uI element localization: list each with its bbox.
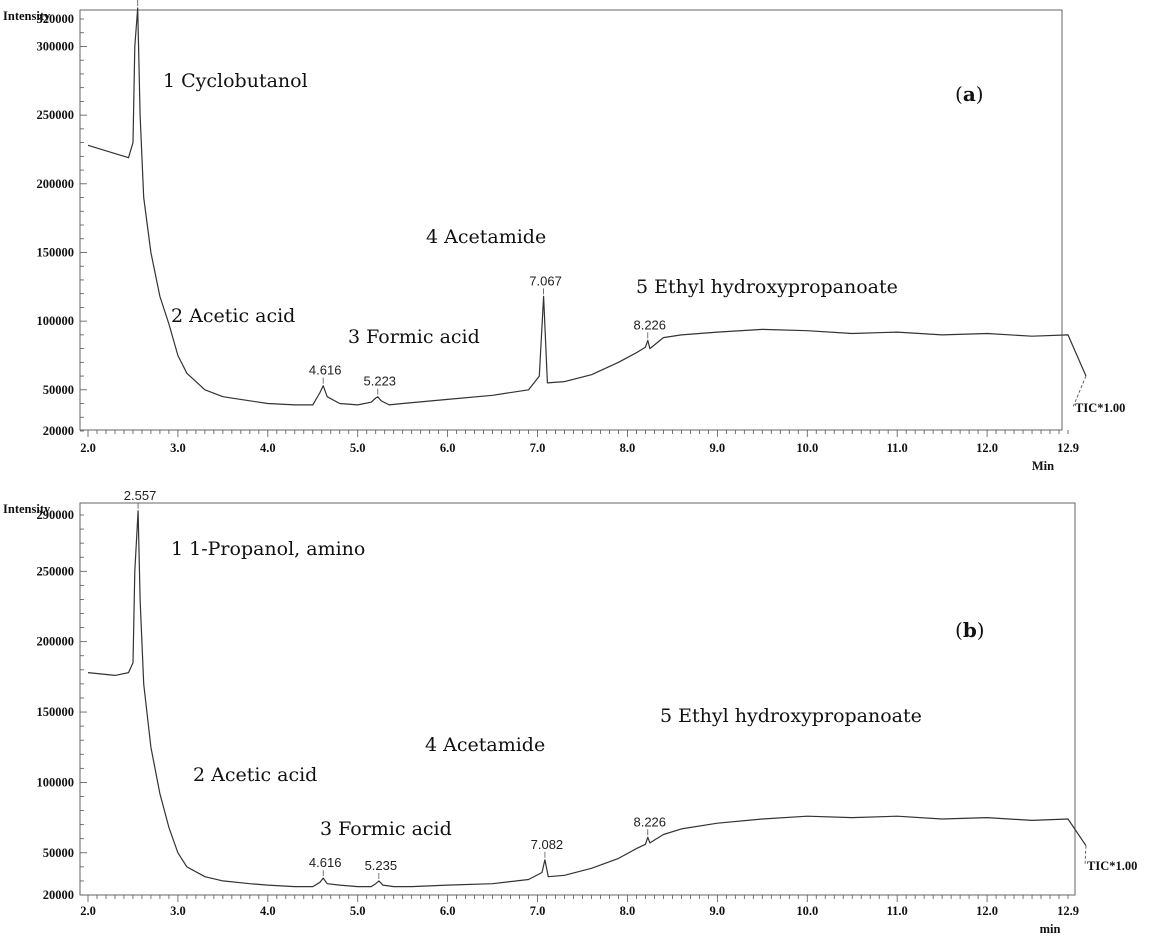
plot-frame — [79, 502, 1076, 896]
x-tick-label: 11.0 — [887, 441, 908, 455]
x-tick-label: 9.0 — [710, 441, 726, 455]
x-tick-label: 9.0 — [710, 904, 726, 918]
x-tick-label: 7.0 — [530, 441, 546, 455]
x-tick-label: 10.0 — [796, 441, 818, 455]
x-tick-label: 10.0 — [796, 904, 818, 918]
compound-annotation: 5 Ethyl hydroxypropanoate — [660, 705, 922, 727]
x-tick-label: 12.0 — [976, 441, 998, 455]
trace-leader-line — [1084, 845, 1087, 866]
compound-annotation: 2 Acetic acid — [171, 305, 295, 327]
x-tick-label: 5.0 — [350, 441, 366, 455]
compound-annotation: 3 Formic acid — [320, 818, 452, 840]
plot-frame — [79, 9, 1063, 431]
x-tick-label: 4.0 — [260, 904, 276, 918]
x-tick-label: 6.0 — [440, 904, 456, 918]
y-tick-label: 250000 — [37, 108, 75, 122]
y-tick-label: 320000 — [37, 12, 75, 26]
y-tick-label: 150000 — [37, 705, 75, 719]
trace-leader-line — [1072, 375, 1087, 408]
compound-annotation: 3 Formic acid — [348, 326, 480, 348]
trace-label: TIC*1.00 — [1087, 859, 1137, 873]
x-tick-label: 7.0 — [530, 904, 546, 918]
y-tick-label: 50000 — [43, 846, 74, 860]
peak-label: 2.557 — [124, 488, 157, 503]
chromatogram-line — [87, 7, 1087, 406]
x-tick-label: 3.0 — [170, 441, 186, 455]
compound-annotation: 1 Cyclobutanol — [163, 70, 308, 92]
peak-label: 7.082 — [531, 837, 564, 852]
peak-label: 8.226 — [633, 814, 666, 829]
x-tick-label: 2.0 — [80, 441, 96, 455]
panel-label: (a) — [955, 82, 984, 106]
peak-label: 5.235 — [365, 858, 398, 873]
x-tick-label: 12.0 — [976, 904, 998, 918]
x-tick-label: 2.0 — [80, 904, 96, 918]
peak-label: 4.616 — [309, 855, 342, 870]
compound-annotation: 5 Ethyl hydroxypropanoate — [636, 276, 898, 298]
y-tick-label: 100000 — [37, 314, 75, 328]
y-tick-label: 200000 — [37, 635, 75, 649]
y-tick-label: 300000 — [37, 39, 75, 53]
x-tick-label: 5.0 — [350, 904, 366, 918]
compound-annotation: 4 Acetamide — [426, 226, 546, 248]
y-tick-label: 50000 — [43, 383, 74, 397]
x-tick-label: 11.0 — [887, 904, 908, 918]
x-tick-label: 4.0 — [260, 441, 276, 455]
x-axis-label: min — [1040, 922, 1061, 936]
x-tick-label: 3.0 — [170, 904, 186, 918]
x-axis-label: Min — [1032, 459, 1054, 473]
peak-label: 8.226 — [633, 317, 666, 332]
x-tick-label: 6.0 — [440, 441, 456, 455]
peak-label: 5.223 — [364, 374, 397, 389]
x-tick-label: 8.0 — [620, 441, 636, 455]
x-tick-label: 8.0 — [620, 904, 636, 918]
y-tick-label: 200000 — [37, 177, 75, 191]
chart-panel-b: 2.0 3.0 4.0 5.0 6.0 7.0 8.0 9.0 10.0 11.0 12.0 12.9… — [3, 488, 1137, 936]
panel-label: (b) — [955, 618, 985, 642]
panel-letter: b — [963, 618, 977, 642]
compound-annotation: 4 Acetamide — [425, 734, 545, 756]
y-tick-label: 150000 — [37, 245, 75, 259]
y-tick-label: 250000 — [37, 564, 75, 578]
panel-letter: a — [963, 82, 976, 106]
peak-label: 4.616 — [309, 363, 342, 378]
compound-annotation: 2 Acetic acid — [193, 764, 317, 786]
y-axis-label: Intensity — [3, 502, 51, 516]
x-tick-label: 12.9 — [1057, 904, 1079, 918]
y-tick-label: 100000 — [37, 775, 75, 789]
chromatogram-line — [87, 510, 1087, 888]
x-tick-label: 12.9 — [1057, 441, 1079, 455]
trace-label: TIC*1.00 — [1075, 401, 1125, 415]
chart-panel-a: 2.0 3.0 4.0 5.0 6.0 7.0 8.0 9.0 10.0 11.0 12.0 12.9… — [3, 0, 1125, 473]
y-tick-label: 20000 — [43, 424, 74, 438]
peak-label: 7.067 — [529, 273, 562, 288]
y-tick-label: 20000 — [43, 888, 74, 902]
y-axis-label: Intensity — [3, 9, 51, 23]
y-tick-label: 290000 — [37, 508, 75, 522]
compound-annotation: 1 1-Propanol, amino — [171, 538, 365, 560]
